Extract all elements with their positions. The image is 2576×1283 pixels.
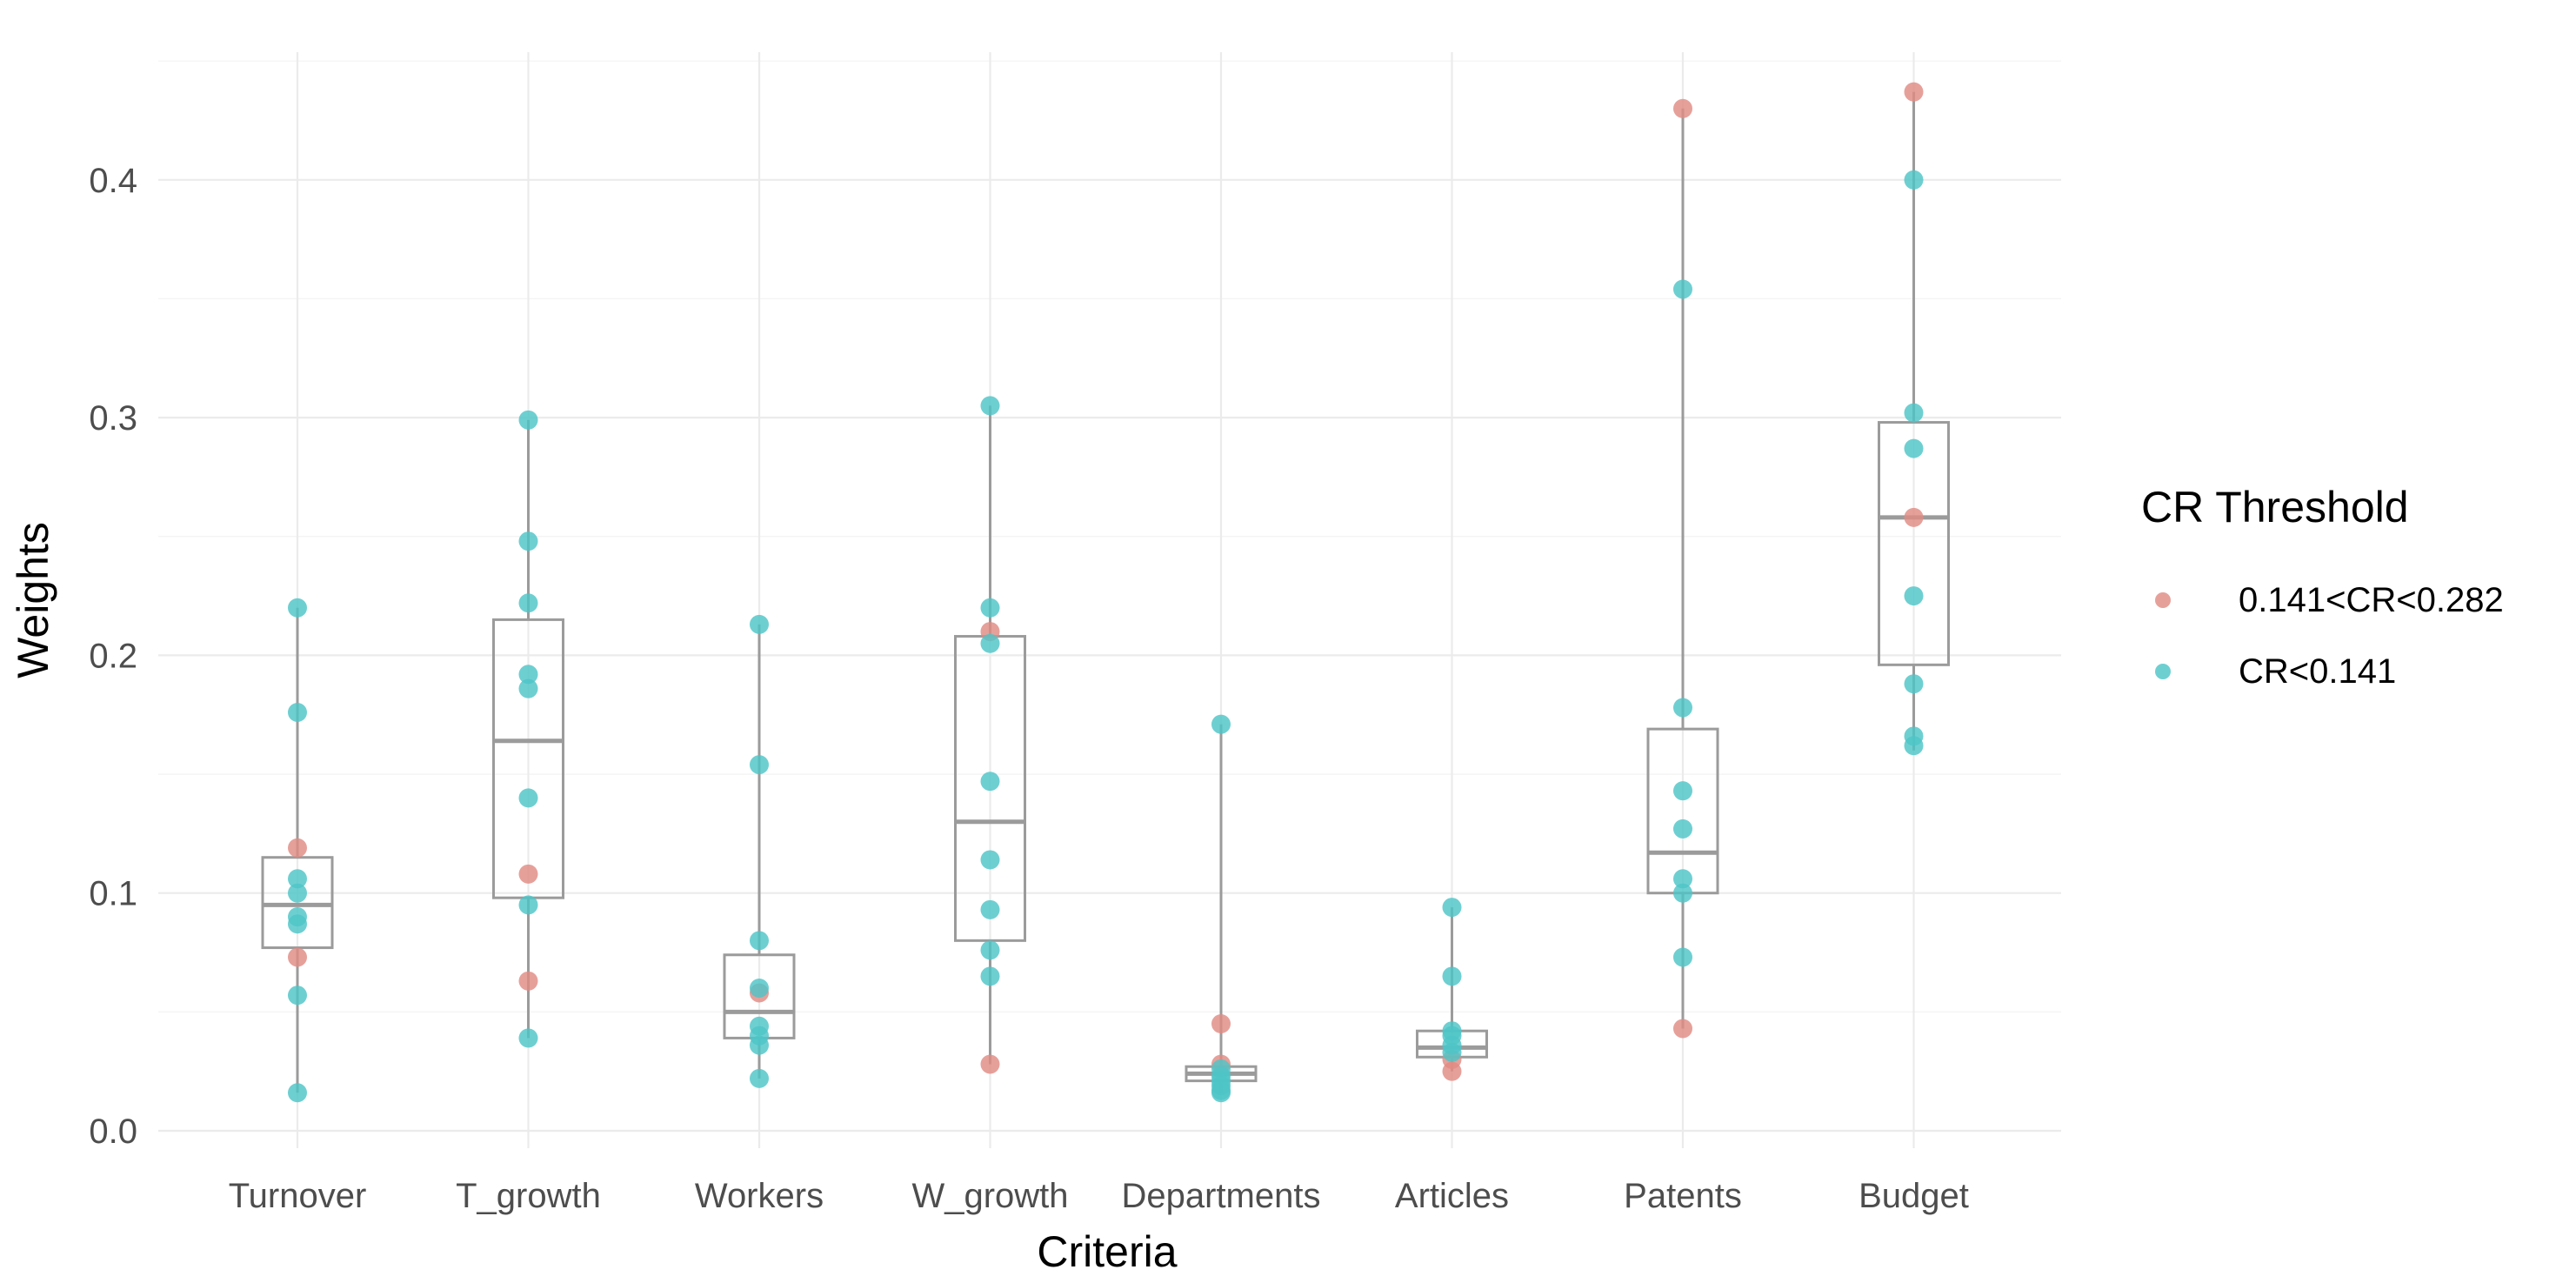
x-tick-label: T_growth	[456, 1177, 601, 1215]
data-point	[980, 966, 1000, 986]
data-point	[288, 598, 307, 618]
data-point	[980, 598, 1000, 618]
data-point	[1904, 674, 1924, 694]
data-point	[518, 895, 538, 915]
data-point	[1442, 898, 1462, 918]
data-point	[980, 899, 1000, 919]
legend-key-0.141<CR<0.282	[2155, 592, 2171, 608]
data-point	[750, 614, 769, 634]
data-point	[1904, 586, 1924, 606]
data-point	[1442, 966, 1462, 986]
data-point	[1673, 1019, 1692, 1039]
legend-label-CR<0.141: CR<0.141	[2239, 652, 2396, 691]
x-axis-title: Criteria	[1037, 1227, 1177, 1276]
data-point	[288, 838, 307, 858]
data-point	[518, 410, 538, 430]
data-point	[1904, 170, 1924, 190]
data-point	[288, 869, 307, 889]
data-point	[980, 940, 1000, 960]
data-point	[1673, 883, 1692, 903]
data-point	[288, 1083, 307, 1103]
legend-label-0.141<CR<0.282: 0.141<CR<0.282	[2239, 581, 2504, 619]
data-point	[1673, 98, 1692, 118]
data-point	[750, 1068, 769, 1088]
y-tick-label: 0.1	[89, 875, 137, 913]
data-point	[750, 979, 769, 999]
x-axis-tick-labels: Turnover T_growth Workers W_growth Departmen…	[229, 1177, 1969, 1215]
x-tick-label: Workers	[695, 1177, 824, 1215]
data-point	[288, 702, 307, 722]
legend-key-CR<0.141	[2155, 664, 2171, 679]
y-axis-title: Weights	[9, 522, 57, 678]
data-point	[518, 531, 538, 551]
data-point	[980, 633, 1000, 653]
data-point	[1904, 736, 1924, 756]
data-point	[750, 1035, 769, 1055]
data-point	[518, 665, 538, 685]
point-layer	[288, 82, 1924, 1103]
x-tick-label: Departments	[1122, 1177, 1321, 1215]
x-tick-label: Articles	[1395, 1177, 1509, 1215]
y-axis-tick-labels: 0.0 0.1 0.2 0.3 0.4	[89, 162, 137, 1151]
data-point	[518, 678, 538, 698]
data-point	[288, 914, 307, 934]
y-tick-label: 0.4	[89, 162, 137, 200]
x-tick-label: Budget	[1859, 1177, 1969, 1215]
x-tick-label: Turnover	[229, 1177, 367, 1215]
data-point	[1673, 819, 1692, 839]
data-point	[1673, 947, 1692, 967]
data-point	[518, 1028, 538, 1048]
y-tick-label: 0.2	[89, 637, 137, 675]
data-point	[518, 864, 538, 884]
grid-layer	[158, 52, 2061, 1148]
x-tick-label: Patents	[1624, 1177, 1742, 1215]
y-tick-label: 0.0	[89, 1113, 137, 1151]
data-point	[980, 772, 1000, 792]
data-point	[1904, 403, 1924, 423]
data-point	[980, 1054, 1000, 1074]
legend-title: CR Threshold	[2141, 483, 2409, 531]
data-point	[518, 788, 538, 808]
data-point	[1211, 714, 1231, 734]
data-point	[1442, 1042, 1462, 1062]
x-tick-label: W_growth	[911, 1177, 1068, 1215]
data-point	[750, 931, 769, 951]
data-point	[1211, 1083, 1231, 1103]
data-point	[1673, 781, 1692, 801]
box-layer	[261, 91, 1950, 1093]
legend: CR Threshold 0.141<CR<0.282 CR<0.141	[2141, 483, 2504, 691]
data-point	[518, 593, 538, 613]
data-point	[1904, 82, 1924, 102]
data-point	[1673, 279, 1692, 299]
y-tick-label: 0.3	[89, 399, 137, 438]
data-point	[750, 755, 769, 775]
data-point	[1904, 507, 1924, 527]
data-point	[1904, 438, 1924, 458]
data-point	[980, 396, 1000, 416]
data-point	[288, 947, 307, 967]
data-point	[288, 883, 307, 903]
data-point	[518, 971, 538, 991]
data-point	[1211, 1014, 1231, 1034]
data-point	[980, 850, 1000, 870]
data-point	[288, 986, 307, 1006]
data-point	[1673, 698, 1692, 718]
data-point	[1673, 869, 1692, 889]
